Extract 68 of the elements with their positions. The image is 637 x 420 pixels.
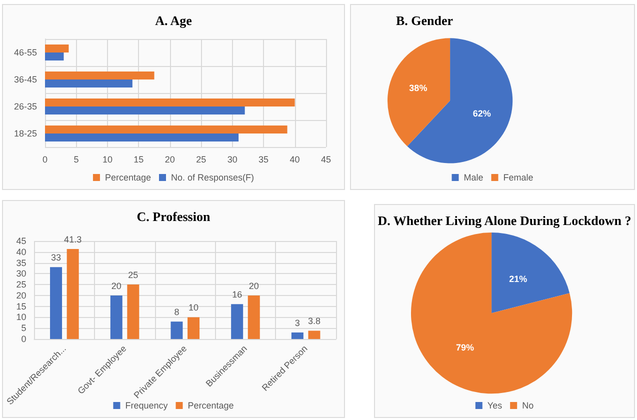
- y-tick-label: 36-45: [14, 74, 37, 84]
- bar: [231, 304, 244, 339]
- y-tick-label: 18-25: [14, 128, 37, 138]
- bar: [45, 106, 245, 114]
- x-tick-label: 15: [134, 154, 144, 164]
- x-tick-label: 35: [258, 154, 269, 164]
- bar: [45, 134, 239, 142]
- bar: [170, 322, 183, 339]
- x-tick-label: 20: [164, 154, 175, 164]
- chart-title: C. Profession: [136, 209, 211, 224]
- bar: [45, 98, 295, 106]
- bar: [45, 44, 69, 52]
- data-label: 20: [111, 280, 122, 291]
- legend-label: No. of Responses(F): [171, 172, 254, 182]
- y-tick-label: 20: [16, 290, 26, 300]
- bar: [188, 317, 200, 339]
- legend-label: Female: [503, 172, 534, 182]
- legend-label: Frequency: [125, 400, 168, 410]
- x-tick-label: 45: [320, 154, 332, 164]
- chart-title: B. Gender: [396, 13, 454, 28]
- bar: [45, 126, 288, 134]
- legend-label: Percentage: [104, 172, 152, 182]
- data-label: 20: [248, 280, 259, 291]
- x-tick-label: 5: [74, 154, 79, 164]
- bar: [45, 72, 154, 80]
- x-tick-label: 25: [196, 154, 206, 164]
- y-tick-label: 30: [16, 268, 26, 279]
- bar: [248, 295, 260, 339]
- data-label: 62%: [472, 108, 491, 118]
- bar: [45, 52, 64, 60]
- data-label: 79%: [456, 342, 474, 352]
- bar: [127, 284, 140, 339]
- x-tick-label: 0: [42, 154, 48, 164]
- y-tick-label: 25: [16, 280, 26, 290]
- bar: [45, 80, 132, 88]
- y-tick-label: 35: [16, 258, 26, 268]
- x-tick-label: 40: [290, 154, 300, 164]
- y-tick-label: 10: [16, 312, 26, 322]
- data-label: 8: [174, 307, 180, 318]
- bar: [291, 332, 304, 339]
- legend-label: Percentage: [188, 400, 234, 410]
- data-label: 10: [188, 302, 199, 313]
- data-label: 21%: [509, 274, 528, 284]
- data-label: 16: [232, 290, 242, 300]
- legend-label: No: [522, 400, 534, 410]
- data-label: 41.3: [64, 234, 82, 245]
- bar: [308, 330, 320, 339]
- legend-label: Yes: [487, 400, 503, 410]
- y-tick-label: 46-55: [14, 48, 37, 58]
- y-tick-label: 5: [21, 323, 26, 334]
- x-tick-label: 30: [227, 154, 238, 164]
- bar: [66, 249, 79, 339]
- y-tick-label: 40: [16, 246, 26, 257]
- data-label: 38%: [409, 83, 428, 94]
- y-tick-label: 0: [21, 334, 26, 344]
- bar: [110, 295, 122, 339]
- data-label: 3: [294, 318, 300, 328]
- data-label: 33: [51, 252, 62, 263]
- legend-label: Male: [464, 172, 484, 182]
- x-tick-label: 10: [102, 154, 112, 164]
- y-tick-label: 15: [16, 301, 26, 312]
- data-label: 25: [128, 270, 138, 280]
- chart-title: D. Whether Living Alone During Lockdown ?: [378, 213, 632, 228]
- chart-title: A. Age: [155, 13, 192, 28]
- y-tick-label: 45: [16, 236, 26, 246]
- data-label: 3.8: [308, 316, 320, 326]
- bar: [50, 267, 62, 339]
- y-tick-label: 26-35: [14, 102, 37, 112]
